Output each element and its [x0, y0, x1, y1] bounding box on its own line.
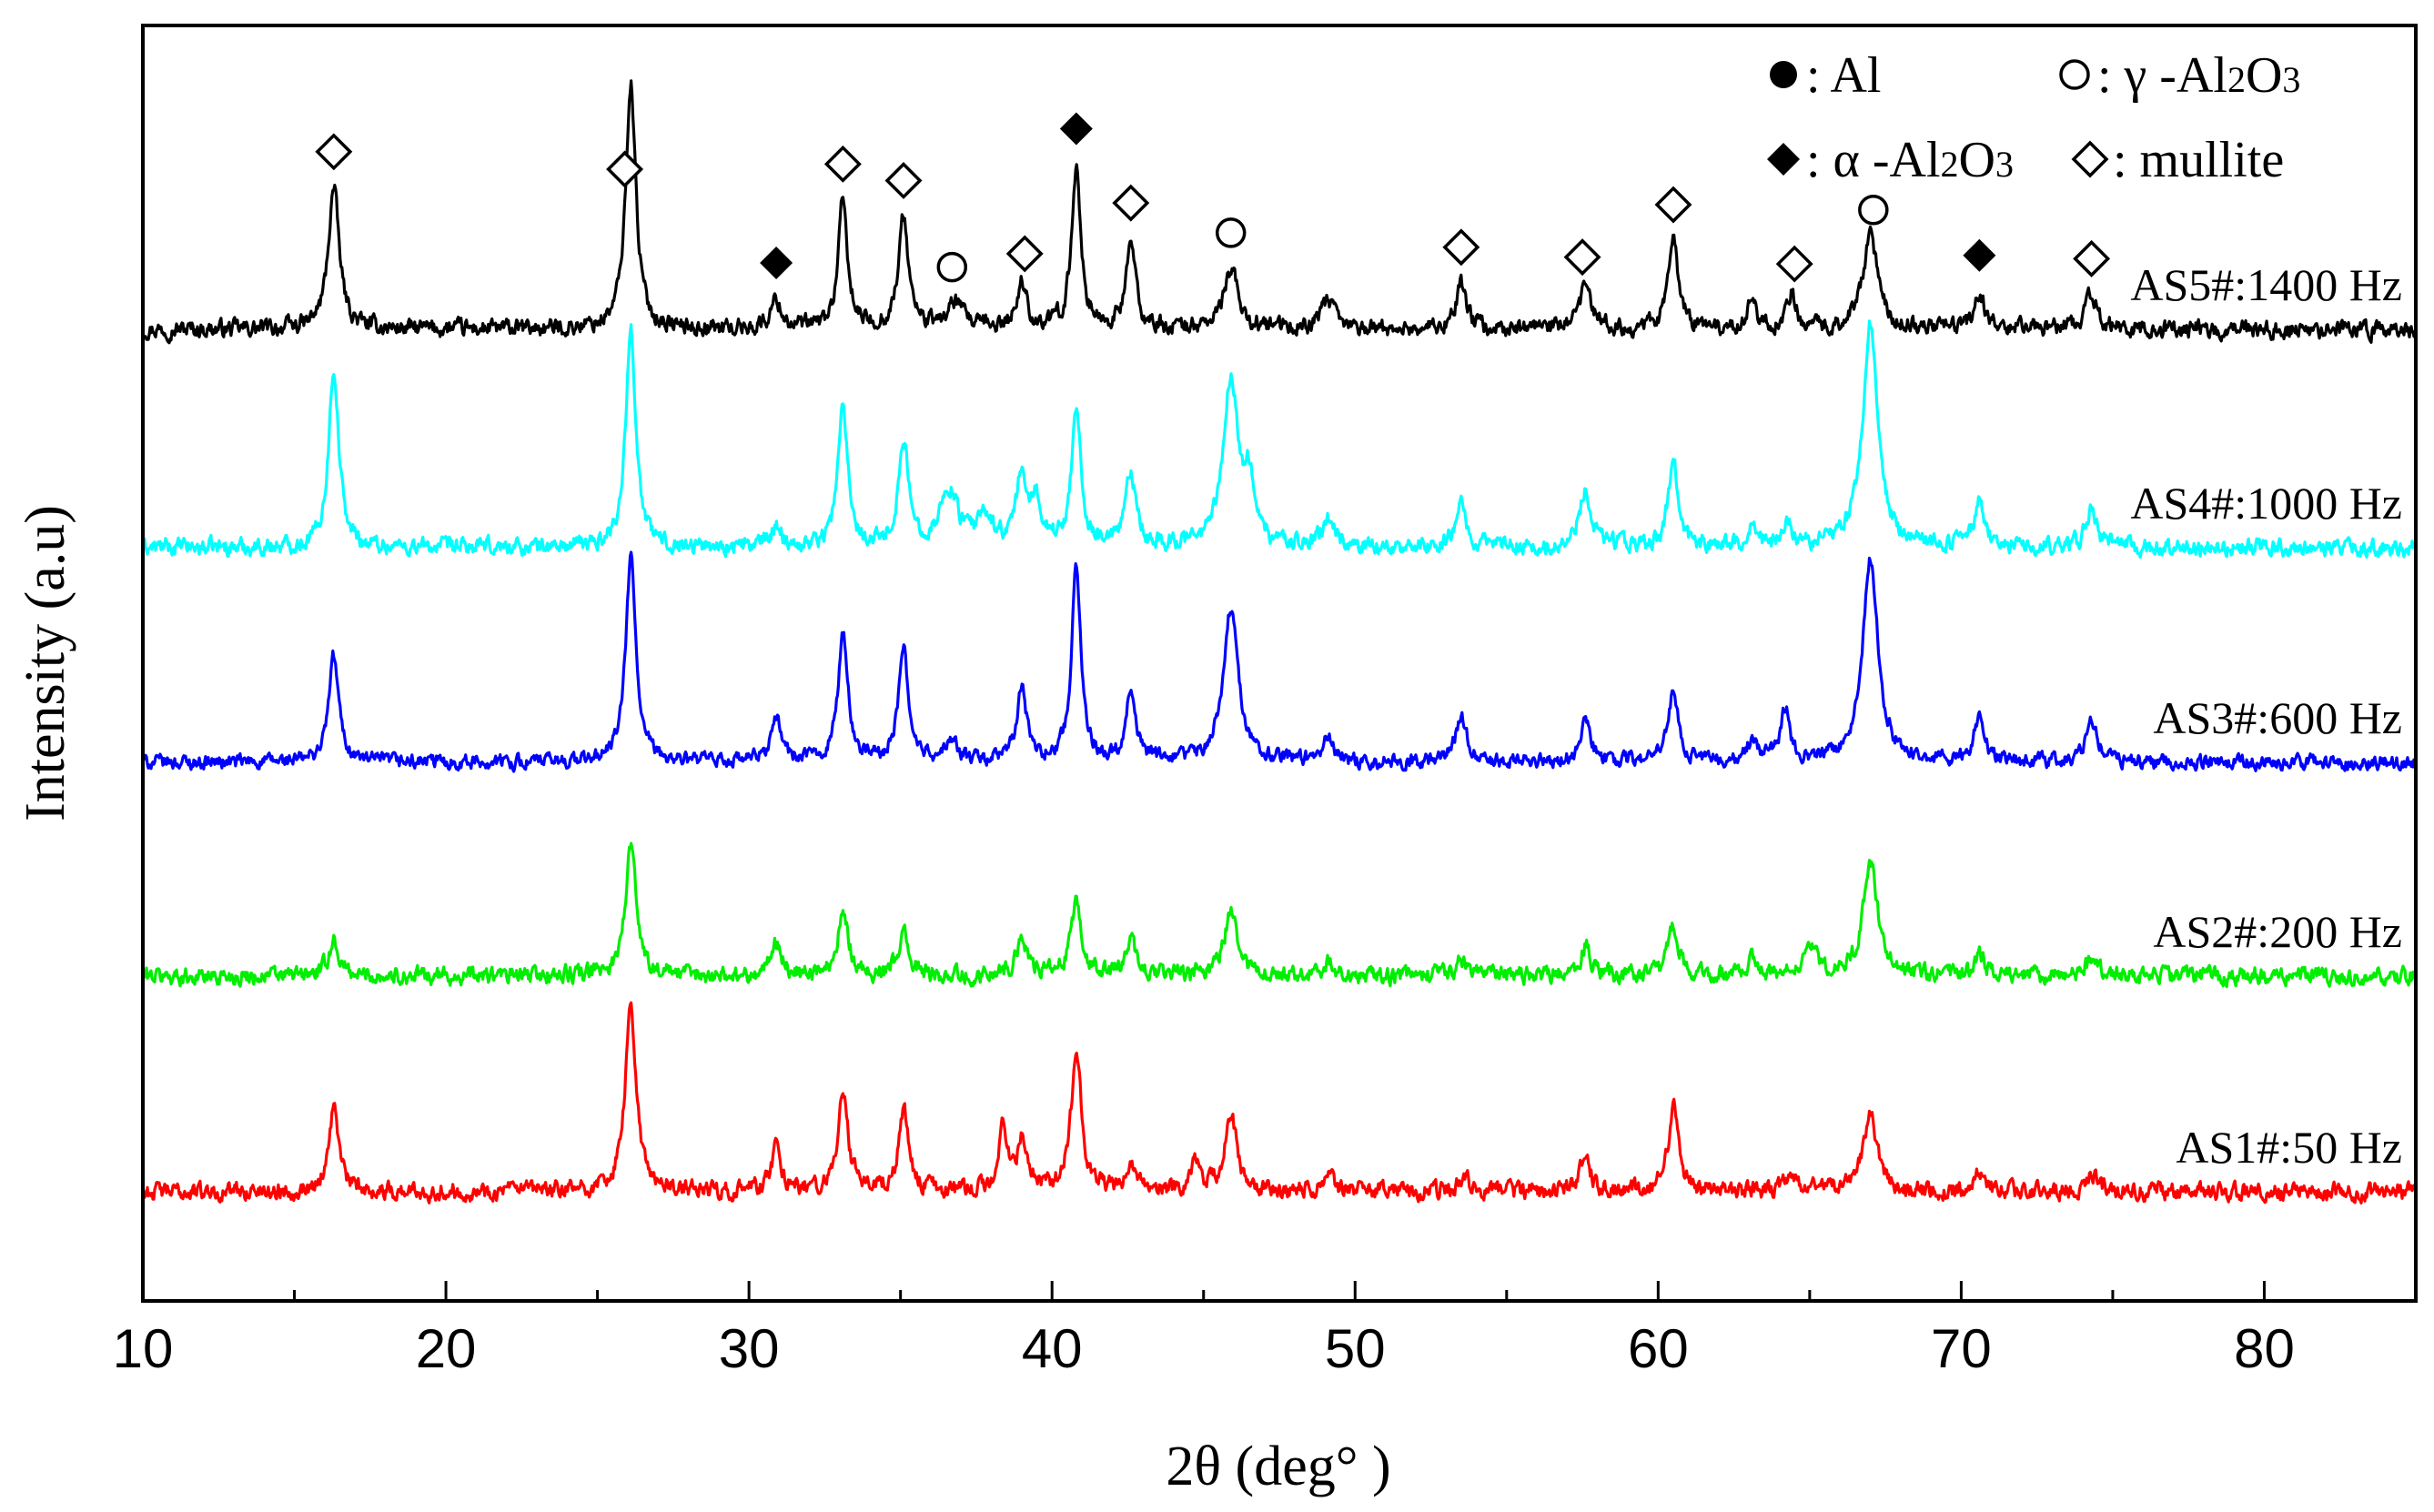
peak-marker-layer — [315, 112, 2111, 283]
legend-gamma-mid: O — [2246, 47, 2282, 104]
x-tick-label-40: 40 — [1022, 1318, 1083, 1379]
series-line-as3 — [141, 550, 2418, 773]
peak-marker-gamma-al2o3-14 — [1858, 194, 1889, 226]
legend-gamma-sub1: 2 — [2227, 59, 2246, 100]
legend-gamma-sub2: 3 — [2282, 59, 2300, 100]
series-label-as3: AS3#:600 Hz — [2153, 692, 2402, 743]
legend-marker-mullite — [2071, 140, 2109, 178]
x-tick-label-30: 30 — [719, 1318, 780, 1379]
legend-label-al: : Al — [1806, 47, 1881, 104]
x-axis-title: 2θ (deg° ) — [1166, 1436, 1390, 1497]
series-labels: AS5#:1400 Hz AS4#:1000 Hz AS3#:600 Hz AS2#:… — [2130, 259, 2402, 1173]
legend-alpha-prefix: : α -Al — [1806, 132, 1941, 188]
x-tick-label-80: 80 — [2234, 1318, 2295, 1379]
peak-marker-gamma-al2o3-5 — [936, 251, 968, 283]
series-layer — [141, 79, 2418, 1205]
legend-label-mullite: : mullite — [2113, 132, 2284, 188]
legend-gamma-prefix: : γ -Al — [2097, 47, 2227, 104]
x-tick-label-20: 20 — [416, 1318, 477, 1379]
y-axis-title: Intensity (a.u) — [15, 505, 76, 822]
x-tick-label-60: 60 — [1628, 1318, 1689, 1379]
peak-marker-mullite-10 — [1442, 228, 1480, 267]
series-label-as1: AS1#:50 Hz — [2176, 1122, 2402, 1173]
legend-marker-gamma — [2059, 59, 2090, 90]
legend-label-gamma: : γ -Al2O3 — [2097, 47, 2300, 104]
legend-marker-alpha — [1767, 143, 1800, 176]
peak-marker-mullite-12 — [1654, 186, 1692, 224]
peak-marker-alpha-al2o3-15 — [1963, 238, 1996, 272]
legend: : Al : γ -Al2O3 : α -Al2O3 : mullite — [1767, 47, 2300, 188]
peak-marker-mullite-8 — [1112, 184, 1150, 222]
peak-marker-mullite-6 — [1005, 235, 1044, 273]
peak-marker-mullite-4 — [884, 161, 923, 199]
peak-marker-mullite-13 — [1775, 245, 1813, 283]
plot-frame — [141, 24, 2418, 1303]
peak-marker-mullite-1 — [606, 150, 644, 188]
peak-marker-mullite-0 — [315, 133, 353, 171]
peak-marker-mullite-11 — [1563, 238, 1601, 277]
peak-marker-alpha-al2o3-2 — [760, 247, 793, 280]
series-line-as5 — [141, 79, 2418, 345]
peak-marker-gamma-al2o3-9 — [1215, 217, 1247, 248]
legend-label-alpha: : α -Al2O3 — [1806, 132, 2014, 188]
legend-alpha-sub1: 2 — [1941, 144, 1959, 185]
peak-marker-mullite-3 — [823, 145, 862, 183]
peak-marker-alpha-al2o3-7 — [1059, 112, 1093, 146]
x-tick-label-10: 10 — [113, 1318, 174, 1379]
legend-marker-al — [1770, 61, 1797, 88]
x-axis-ticks: 10 20 30 40 50 60 70 80 — [113, 1281, 2418, 1379]
series-label-as2: AS2#:200 Hz — [2153, 906, 2402, 957]
x-tick-label-50: 50 — [1325, 1318, 1386, 1379]
legend-alpha-mid: O — [1959, 132, 1995, 188]
series-label-as5: AS5#:1400 Hz — [2130, 259, 2402, 310]
series-label-as4: AS4#:1000 Hz — [2130, 478, 2402, 529]
series-line-as1 — [141, 1001, 2418, 1205]
series-line-as2 — [141, 842, 2418, 989]
peak-marker-mullite-16 — [2073, 239, 2111, 277]
legend-alpha-sub2: 3 — [1995, 144, 2014, 185]
x-tick-label-70: 70 — [1931, 1318, 1992, 1379]
series-line-as4 — [141, 319, 2418, 559]
